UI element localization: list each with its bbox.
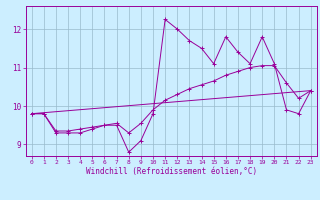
X-axis label: Windchill (Refroidissement éolien,°C): Windchill (Refroidissement éolien,°C) (86, 167, 257, 176)
